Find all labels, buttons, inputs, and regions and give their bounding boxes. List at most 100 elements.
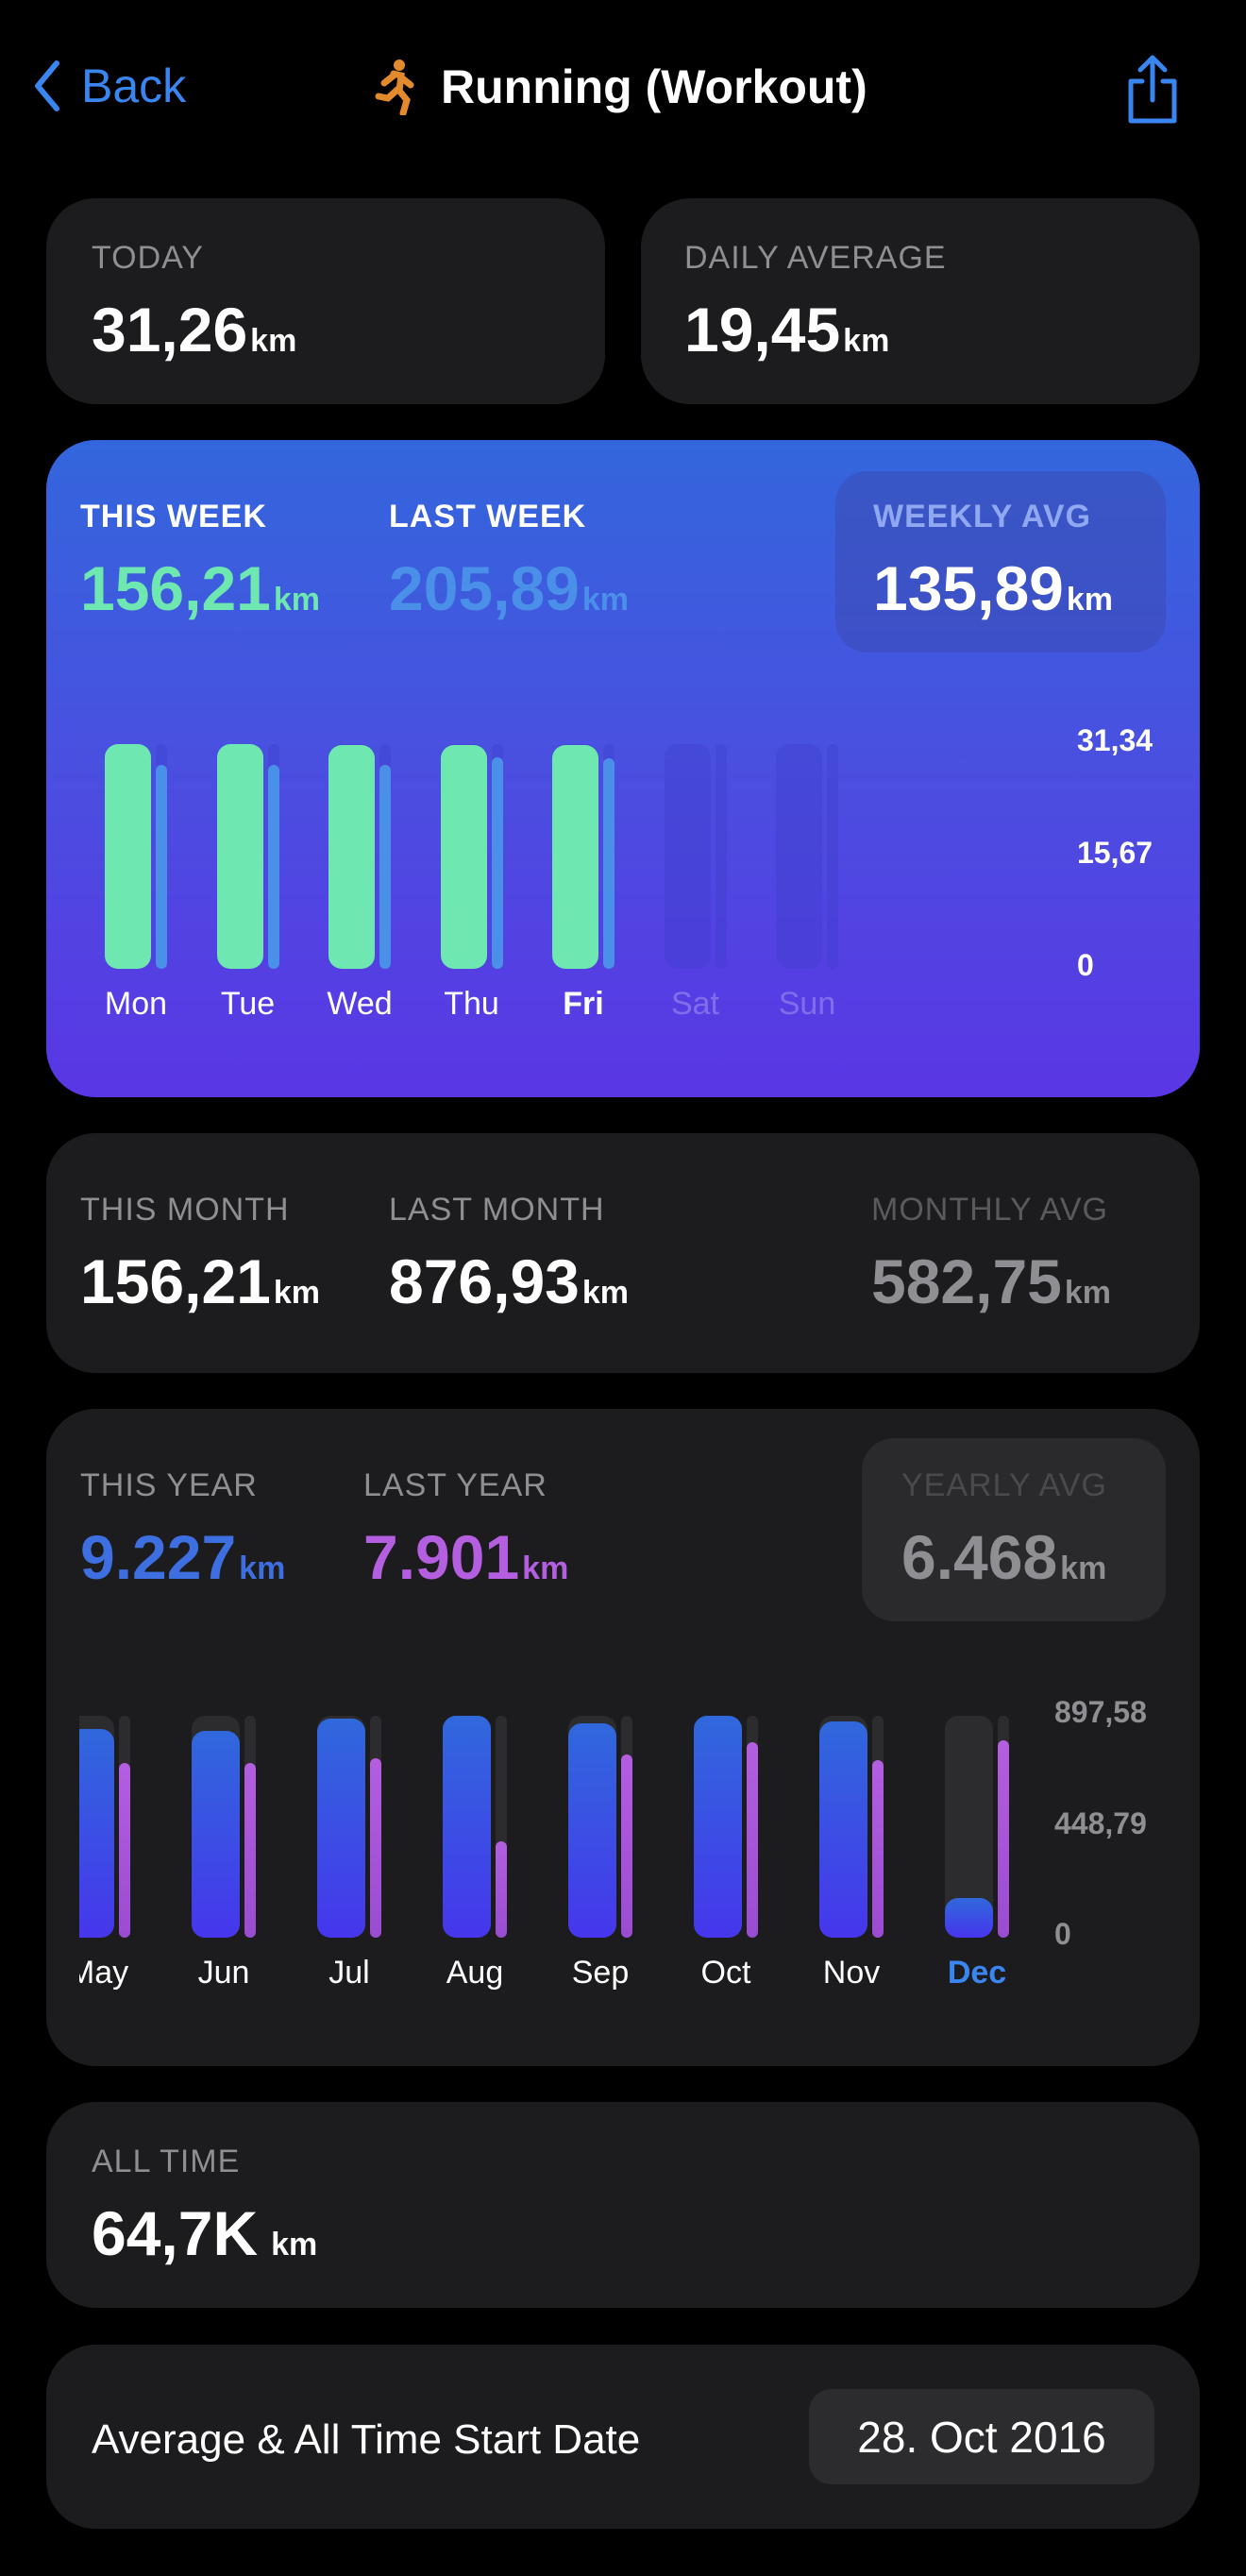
last-week-value: 205,89km <box>389 557 629 619</box>
last-month-label: LAST MONTH <box>389 1192 605 1228</box>
running-figure-icon <box>375 59 414 115</box>
unit: km <box>1066 582 1114 618</box>
yearly-avg-label: YEARLY AVG <box>901 1467 1107 1503</box>
bar-this-week <box>552 745 598 969</box>
x-tick-label: Aug <box>446 1955 504 1991</box>
share-icon[interactable] <box>1123 55 1182 127</box>
x-tick-label: Jun <box>197 1955 250 1991</box>
title-text: Running (Workout) <box>441 60 867 113</box>
start-date-picker[interactable]: 28. Oct 2016 <box>809 2389 1154 2484</box>
this-month-value: 156,21km <box>80 1250 320 1313</box>
all-time-card: ALL TIME 64,7K km <box>46 2102 1200 2308</box>
thin-track <box>715 744 727 969</box>
daily-average-label: DAILY AVERAGE <box>684 240 947 276</box>
all-time-number: 64,7K <box>92 2198 259 2268</box>
weekly-avg-number: 135,89 <box>873 553 1064 623</box>
yearly-chart: May Jun Jul Aug Sep Oct Nov Dec 897,58 448,79 0 <box>46 1409 1200 2066</box>
unit: km <box>271 2227 318 2262</box>
back-label: Back <box>81 59 187 112</box>
unit: km <box>239 1551 286 1586</box>
unit: km <box>1064 1275 1112 1311</box>
bar-last-year <box>244 1763 256 1938</box>
bar-last-week <box>603 757 615 969</box>
all-time-label: ALL TIME <box>92 2144 241 2179</box>
daily-average-card: DAILY AVERAGE 19,45km <box>641 198 1200 404</box>
bar-this-year <box>192 1731 240 1938</box>
weekly-avg-label: WEEKLY AVG <box>873 499 1092 534</box>
bar-track <box>776 744 822 969</box>
bar-last-year <box>370 1757 381 1938</box>
y-tick-label: 15,67 <box>1077 836 1153 870</box>
monthly-avg-label: MONTHLY AVG <box>871 1192 1108 1228</box>
today-label: TODAY <box>92 240 204 276</box>
bar-last-week <box>379 764 391 969</box>
unit: km <box>581 582 630 618</box>
chart-plot: May Jun Jul Aug Sep Oct Nov Dec <box>79 1409 1054 2066</box>
last-month-value: 876,93km <box>389 1250 629 1313</box>
x-tick-label: Mon <box>104 986 168 1022</box>
yearly-avg-number: 6.468 <box>901 1522 1058 1592</box>
bar-this-year <box>568 1723 616 1938</box>
bar-this-year <box>945 1898 993 1938</box>
x-tick-label: Fri <box>563 986 604 1022</box>
bar-last-year <box>621 1754 632 1938</box>
last-year-number: 7.901 <box>363 1522 520 1592</box>
x-tick-label: Dec <box>947 1955 1007 1991</box>
monthly-card: THIS MONTH 156,21km LAST MONTH 876,93km … <box>46 1133 1200 1373</box>
last-year-value: 7.901km <box>363 1526 568 1588</box>
daily-average-value: 19,45km <box>684 298 889 361</box>
last-week-number: 205,89 <box>389 553 580 623</box>
x-tick-label: Thu <box>444 986 499 1022</box>
this-year-value: 9.227km <box>80 1526 285 1588</box>
x-tick-label: Tue <box>220 986 276 1022</box>
unit: km <box>250 323 297 359</box>
unit: km <box>843 323 890 359</box>
x-tick-label: Oct <box>700 1955 751 1991</box>
this-year-label: THIS YEAR <box>80 1467 258 1503</box>
this-month-label: THIS MONTH <box>80 1192 290 1228</box>
bar-last-year <box>747 1742 758 1938</box>
weekly-card: THIS WEEK 156,21km LAST WEEK 205,89km WE… <box>46 440 1200 1097</box>
y-tick-label: 31,34 <box>1077 723 1153 757</box>
x-tick-label: Nov <box>822 1955 881 1991</box>
last-month-number: 876,93 <box>389 1246 580 1316</box>
today-value: 31,26km <box>92 298 296 361</box>
bar-this-week <box>328 745 375 969</box>
bar-last-year <box>119 1763 130 1938</box>
bar-this-year <box>819 1720 867 1938</box>
page-title: Running (Workout) <box>373 59 867 115</box>
last-year-label: LAST YEAR <box>363 1467 547 1503</box>
bar-last-year <box>998 1740 1009 1938</box>
today-card: TODAY 31,26km <box>46 198 605 404</box>
bar-this-year <box>443 1716 491 1938</box>
bar-last-week <box>156 764 167 969</box>
x-tick-label: Sat <box>670 986 720 1022</box>
unit: km <box>1060 1551 1107 1586</box>
bar-track <box>664 744 711 969</box>
chart-plot: Mon Tue Wed Thu Fri Sat Sun <box>46 440 1077 1097</box>
x-tick-label: Sep <box>571 1955 630 1991</box>
y-tick-label: 448,79 <box>1054 1805 1147 1840</box>
last-week-label: LAST WEEK <box>389 499 587 534</box>
weekly-avg-box: WEEKLY AVG 135,89km <box>835 471 1166 652</box>
this-year-number: 9.227 <box>80 1522 237 1592</box>
bar-this-week <box>440 745 487 969</box>
weekly-chart: Mon Tue Wed Thu Fri Sat Sun 31,34 15,67 0 <box>46 440 1200 1097</box>
start-date-card: Average & All Time Start Date 28. Oct 20… <box>46 2345 1200 2529</box>
bar-last-year <box>872 1760 884 1938</box>
yearly-avg-value: 6.468km <box>901 1526 1106 1588</box>
x-tick-label: Sun <box>778 986 836 1022</box>
back-button[interactable]: Back <box>34 59 186 113</box>
y-tick-label: 0 <box>1077 948 1094 982</box>
unit: km <box>522 1551 569 1586</box>
yearly-card: THIS YEAR 9.227km LAST YEAR 7.901km YEAR… <box>46 1409 1200 2066</box>
bar-this-year <box>79 1729 114 1938</box>
today-number: 31,26 <box>92 295 248 364</box>
thin-track <box>827 744 838 969</box>
unit: km <box>273 1275 321 1311</box>
bar-last-week <box>491 756 503 969</box>
unit: km <box>581 1275 630 1311</box>
x-tick-label: May <box>79 1955 129 1991</box>
chevron-left-icon <box>35 60 59 111</box>
y-tick-label: 897,58 <box>1054 1695 1147 1729</box>
